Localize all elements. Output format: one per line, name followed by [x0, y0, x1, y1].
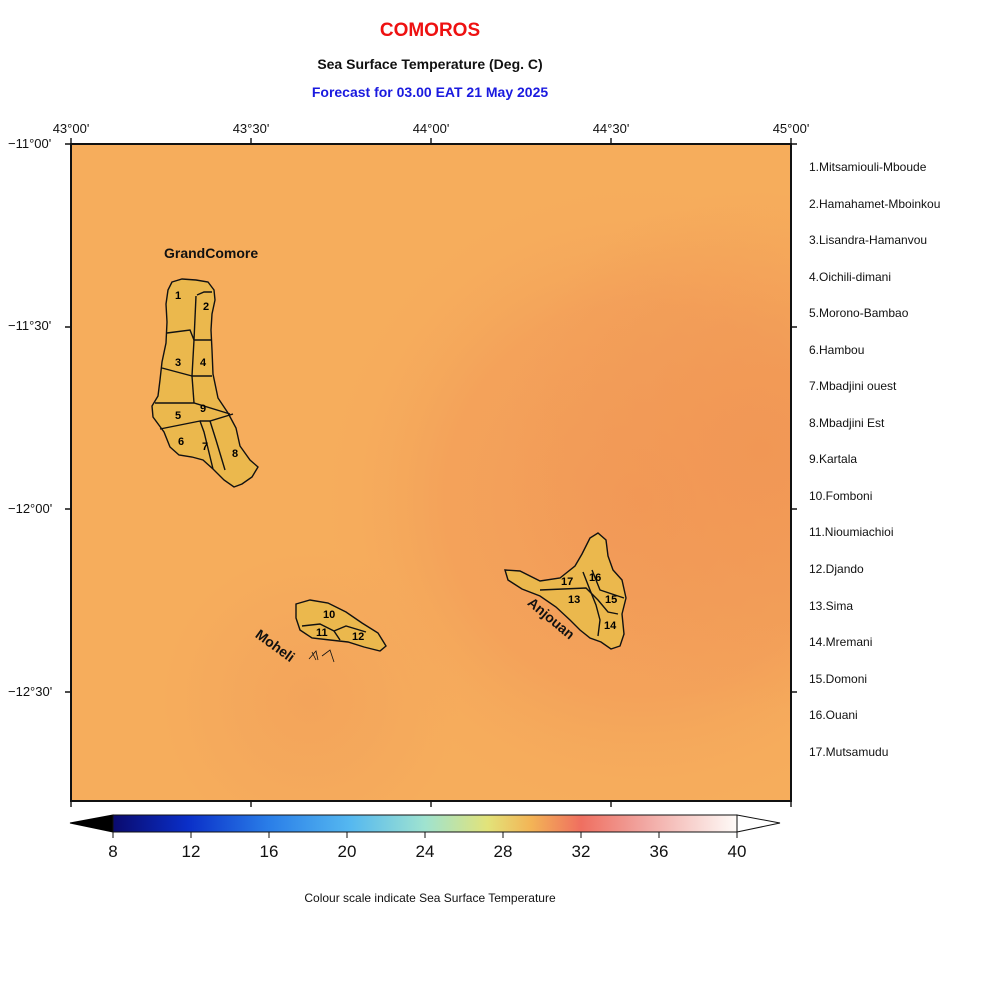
region-number-4: 4 — [200, 357, 207, 369]
label-grand-comore: GrandComore — [164, 245, 259, 261]
moheli-island — [295, 599, 387, 663]
legend-item-14: 14.Mremani — [809, 635, 873, 649]
forecast-time: Forecast for 03.00 EAT 21 May 2025 — [311, 84, 549, 100]
legend-item-12: 12.Djando — [809, 562, 864, 576]
lat-label-11-30: −11°30' — [8, 318, 52, 333]
legend-item-3: 3.Lisandra-Hamanvou — [809, 233, 928, 247]
colorbar-over-arrow — [736, 814, 781, 833]
region-number-10: 10 — [323, 609, 336, 621]
colorbar-tick-16: 16 — [259, 842, 279, 861]
legend-item-1: 1.Mitsamiouli-Mboude — [809, 160, 927, 174]
colorbar-under-arrow — [69, 814, 114, 833]
region-number-14: 14 — [604, 620, 617, 632]
colorbar — [69, 814, 781, 838]
region-number-3: 3 — [175, 357, 182, 369]
colorbar-tick-28: 28 — [493, 842, 513, 861]
legend-item-15: 15.Domoni — [809, 672, 868, 686]
lon-label-43-30: 43°30' — [232, 121, 270, 136]
legend-item-2: 2.Hamahamet-Mboinkou — [809, 197, 941, 211]
region-number-11: 11 — [316, 627, 328, 639]
region-number-17: 17 — [561, 576, 574, 588]
anjouan-island — [504, 532, 627, 650]
lon-label-44-00: 44°00' — [412, 121, 450, 136]
colorbar-tick-20: 20 — [337, 842, 357, 861]
lon-label-44-30: 44°30' — [592, 121, 630, 136]
colorbar-gradient — [112, 814, 738, 833]
map-title: COMOROS — [379, 20, 481, 41]
legend-item-9: 9.Kartala — [809, 452, 858, 466]
legend-item-10: 10.Fomboni — [809, 489, 873, 503]
region-number-7: 7 — [202, 441, 209, 453]
region-number-2: 2 — [203, 301, 210, 313]
colorbar-tick-36: 36 — [649, 842, 669, 861]
region-number-6: 6 — [178, 436, 185, 448]
colorbar-tick-12: 12 — [181, 842, 201, 861]
legend-item-16: 16.Ouani — [809, 708, 858, 722]
region-number-13: 13 — [568, 594, 581, 606]
colorbar-tick-32: 32 — [571, 842, 591, 861]
legend-item-7: 7.Mbadjini ouest — [809, 379, 897, 393]
warm-patch-southwest — [71, 144, 791, 801]
region-number-12: 12 — [352, 631, 365, 643]
grand-comore-island — [151, 278, 259, 488]
region-number-1: 1 — [175, 290, 182, 302]
region-number-8: 8 — [232, 448, 239, 460]
map-frame — [65, 138, 797, 807]
legend-item-4: 4.Oichili-dimani — [809, 270, 892, 284]
region-number-15: 15 — [605, 594, 618, 606]
legend-item-8: 8.Mbadjini Est — [809, 416, 885, 430]
legend-item-5: 5.Morono-Bambao — [809, 306, 909, 320]
lon-label-45-00: 45°00' — [772, 121, 810, 136]
colorbar-tick-8: 8 — [108, 842, 118, 861]
map-subtitle: Sea Surface Temperature (Deg. C) — [317, 56, 543, 72]
lon-label-43-00: 43°00' — [52, 121, 90, 136]
region-number-16: 16 — [589, 572, 602, 584]
region-number-9: 9 — [200, 403, 207, 415]
colorbar-tick-24: 24 — [415, 842, 435, 861]
legend-item-11: 11.Nioumiachioi — [809, 525, 894, 539]
colorbar-caption: Colour scale indicate Sea Surface Temper… — [304, 891, 556, 905]
lat-label-12-00: −12°00' — [8, 501, 53, 516]
legend-item-6: 6.Hambou — [809, 343, 865, 357]
lat-label-11-00: −11°00' — [8, 136, 52, 151]
region-number-5: 5 — [175, 410, 182, 422]
legend-item-13: 13.Sima — [809, 599, 854, 613]
legend-item-17: 17.Mutsamudu — [809, 745, 889, 759]
lat-label-12-30: −12°30' — [8, 684, 53, 699]
colorbar-tick-40: 40 — [727, 842, 747, 861]
